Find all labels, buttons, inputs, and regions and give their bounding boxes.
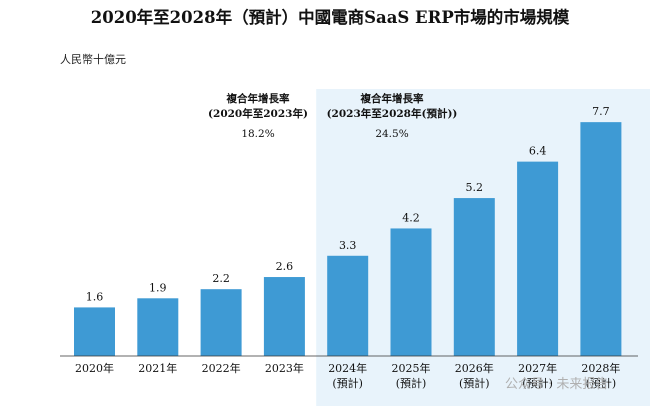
cagr-range: (2023年至2028年(預計)) — [327, 107, 458, 120]
x-tick-label: 2028年 — [581, 361, 620, 375]
cagr-value: 24.5% — [375, 128, 408, 140]
unit-label: 人民幣十億元 — [60, 52, 126, 66]
bar-value-label: 1.9 — [149, 281, 167, 294]
x-tick-label: 2020年 — [75, 361, 114, 375]
bar — [580, 122, 622, 356]
x-tick-label: 2026年 — [455, 361, 494, 375]
cagr-annotation-historical: 複合年增長率 (2020年至2023年) 18.2% — [208, 92, 308, 140]
bar — [327, 255, 369, 356]
watermark: 公众号 · 未来报告 — [505, 377, 608, 392]
bar — [74, 307, 115, 356]
bar-value-label: 2.2 — [212, 272, 230, 285]
bar-value-label: 7.7 — [592, 105, 610, 118]
bars-group: 1.6 1.9 2.2 2.6 3.3 4.2 5.2 6.4 7.7 — [74, 105, 622, 356]
x-tick-label: 2023年 — [265, 361, 304, 375]
cagr-range: (2020年至2023年) — [208, 107, 308, 120]
bar-value-label: 2.6 — [276, 260, 294, 273]
bar-value-label: 5.2 — [466, 181, 484, 194]
x-tick-sublabel: (預計) — [396, 376, 427, 390]
bar — [200, 289, 242, 356]
x-tick-sublabel: (預計) — [332, 376, 363, 390]
x-tick-sublabel: (預計) — [522, 376, 553, 390]
chart-title: 2020年至2028年（預計）中國電商SaaS ERP市場的市場規模 — [91, 7, 570, 27]
cagr-value: 18.2% — [241, 128, 274, 140]
x-tick-label: 2022年 — [202, 361, 241, 375]
x-tick-label: 2024年 — [328, 361, 367, 375]
bar — [517, 161, 559, 356]
x-tick-sublabel: (預計) — [586, 376, 617, 390]
x-axis-ticks: 2020年 2021年 2022年 2023年 2024年(預計)2025年(預計)20… — [75, 361, 620, 390]
cagr-title: 複合年增長率 — [360, 92, 424, 105]
bar-value-label: 1.6 — [86, 290, 104, 303]
cagr-title: 複合年增長率 — [226, 92, 290, 105]
bar-value-label: 3.3 — [339, 239, 357, 252]
x-tick-label: 2027年 — [518, 361, 557, 375]
cagr-annotation-forecast: 複合年增長率 (2023年至2028年(預計)) 24.5% — [327, 92, 458, 140]
x-tick-sublabel: (預計) — [459, 376, 490, 390]
bar — [137, 298, 179, 356]
x-tick-label: 2025年 — [392, 361, 431, 375]
bar-value-label: 6.4 — [529, 145, 547, 158]
bar — [390, 228, 432, 356]
bar — [453, 198, 495, 356]
bar — [263, 277, 305, 356]
bar-value-label: 4.2 — [402, 211, 420, 224]
x-tick-label: 2021年 — [138, 361, 177, 375]
